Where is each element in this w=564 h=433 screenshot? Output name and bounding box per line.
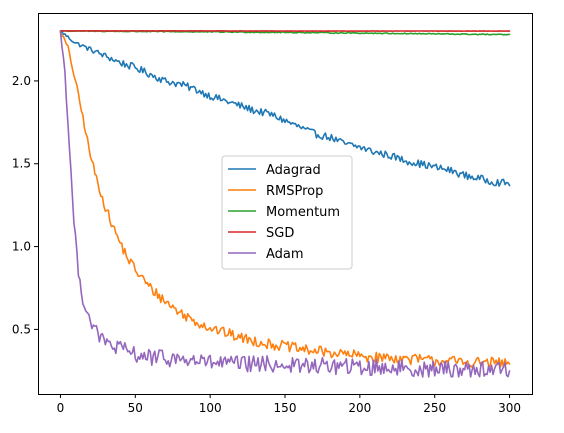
y-tick-label: 2.0 bbox=[12, 74, 31, 88]
x-axis: 0 50 100 150 200 250 300 bbox=[57, 394, 521, 415]
series-layer bbox=[59, 29, 511, 378]
y-tick-label: 0.5 bbox=[12, 322, 31, 336]
legend-label-adagrad: Adagrad bbox=[266, 163, 321, 178]
y-tick-label: 1.5 bbox=[12, 157, 31, 171]
series-line-rmsprop bbox=[59, 30, 511, 369]
x-tick-label: 0 bbox=[57, 401, 65, 415]
x-tick-label: 150 bbox=[274, 401, 297, 415]
y-axis: 0.5 1.0 1.5 2.0 bbox=[12, 74, 38, 336]
x-tick-label: 50 bbox=[128, 401, 143, 415]
legend-label-rmsprop: RMSProp bbox=[266, 184, 323, 199]
x-tick-label: 300 bbox=[498, 401, 521, 415]
legend-label-adam: Adam bbox=[266, 247, 304, 262]
x-tick-label: 250 bbox=[423, 401, 446, 415]
x-tick-label: 200 bbox=[348, 401, 371, 415]
legend-box bbox=[221, 155, 353, 270]
legend: Adagrad RMSProp Momentum SGD Adam bbox=[221, 155, 353, 270]
series-line-adam bbox=[59, 30, 511, 378]
series-line-adagrad bbox=[59, 30, 511, 187]
y-tick-label: 1.0 bbox=[12, 240, 31, 254]
legend-label-momentum: Momentum bbox=[266, 205, 340, 220]
legend-label-sgd: SGD bbox=[266, 226, 294, 241]
x-tick-label: 100 bbox=[199, 401, 222, 415]
